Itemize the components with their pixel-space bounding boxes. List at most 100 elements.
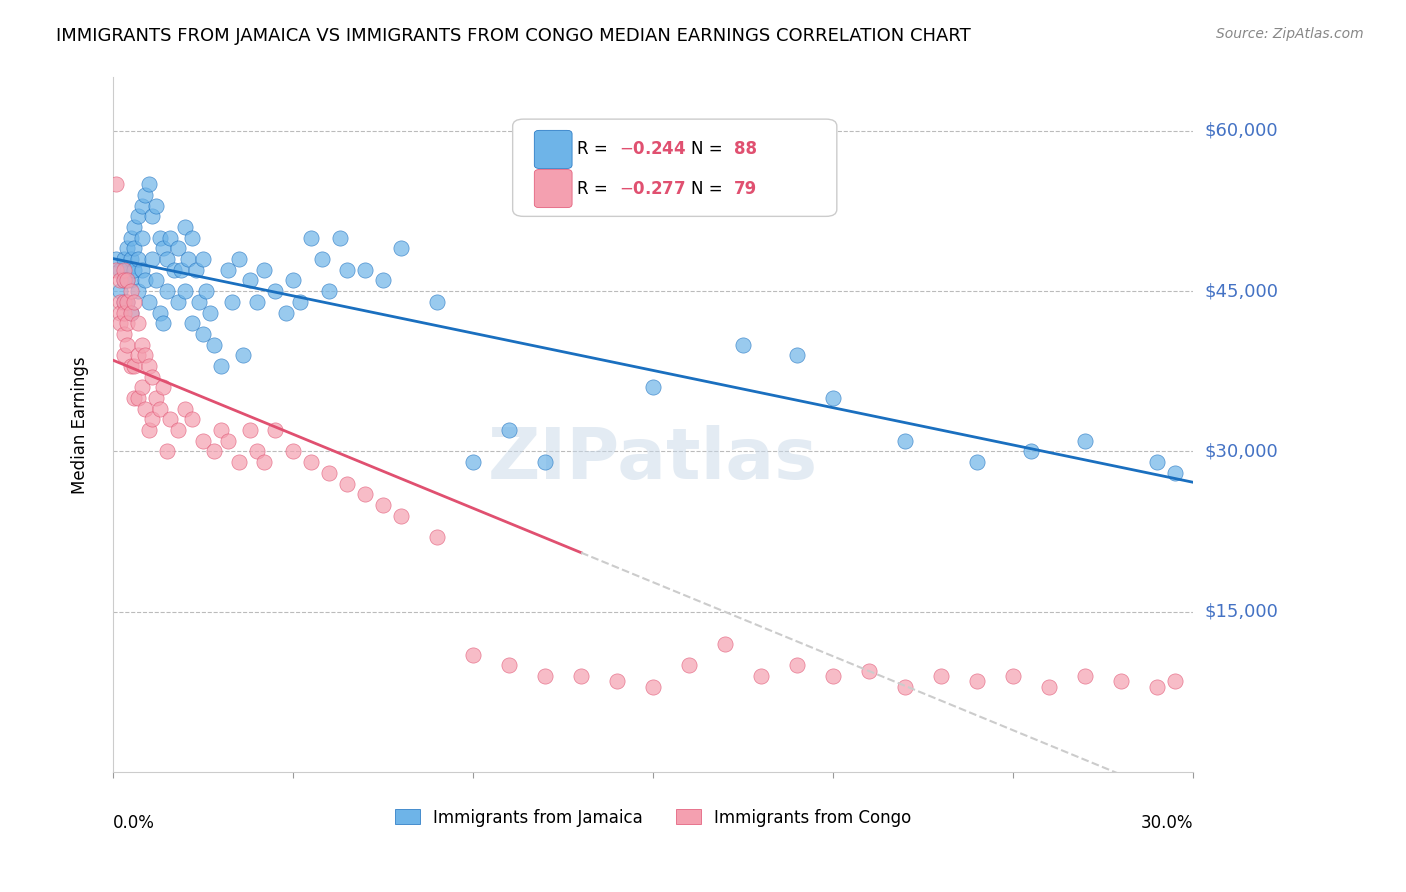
Point — [120, 305, 142, 319]
Point — [239, 273, 262, 287]
Point — [498, 658, 520, 673]
Point — [117, 316, 139, 330]
Point — [191, 252, 214, 266]
Point — [643, 680, 665, 694]
Point — [124, 220, 146, 235]
Point — [217, 434, 239, 448]
Point — [246, 294, 269, 309]
Point — [163, 262, 186, 277]
Point — [141, 369, 163, 384]
Point — [141, 412, 163, 426]
Point — [117, 294, 139, 309]
Point — [198, 305, 221, 319]
Point — [1111, 674, 1133, 689]
Text: $-$0.277: $-$0.277 — [619, 179, 685, 197]
Point — [318, 466, 340, 480]
Point — [894, 434, 917, 448]
Point — [195, 284, 218, 298]
Point — [120, 284, 142, 298]
Point — [112, 262, 135, 277]
Point — [217, 262, 239, 277]
Point — [108, 316, 131, 330]
Point — [498, 423, 520, 437]
Text: IMMIGRANTS FROM JAMAICA VS IMMIGRANTS FROM CONGO MEDIAN EARNINGS CORRELATION CHA: IMMIGRANTS FROM JAMAICA VS IMMIGRANTS FR… — [56, 27, 972, 45]
Point — [145, 391, 167, 405]
FancyBboxPatch shape — [513, 120, 837, 217]
Point — [209, 359, 232, 373]
Point — [124, 262, 146, 277]
Point — [127, 316, 149, 330]
Legend: Immigrants from Jamaica, Immigrants from Congo: Immigrants from Jamaica, Immigrants from… — [388, 802, 918, 833]
Point — [159, 231, 181, 245]
Point — [929, 669, 952, 683]
Point — [108, 262, 131, 277]
Point — [461, 648, 484, 662]
Point — [112, 273, 135, 287]
Point — [156, 284, 179, 298]
Point — [786, 658, 808, 673]
Point — [149, 231, 172, 245]
Point — [643, 380, 665, 394]
Point — [281, 273, 304, 287]
Text: 0.0%: 0.0% — [112, 814, 155, 831]
Point — [117, 273, 139, 287]
Point — [120, 273, 142, 287]
Point — [288, 294, 311, 309]
Point — [131, 380, 153, 394]
Point — [173, 401, 195, 416]
Point — [166, 423, 188, 437]
Point — [108, 294, 131, 309]
Point — [389, 508, 412, 523]
Point — [131, 262, 153, 277]
Point — [152, 241, 174, 255]
Point — [1002, 669, 1025, 683]
Point — [354, 487, 377, 501]
Point — [134, 348, 156, 362]
Point — [426, 294, 449, 309]
Point — [127, 391, 149, 405]
Point — [823, 391, 845, 405]
Point — [606, 674, 628, 689]
Point — [336, 262, 359, 277]
Point — [105, 252, 128, 266]
Point — [152, 316, 174, 330]
Point — [246, 444, 269, 458]
Point — [117, 337, 139, 351]
Point — [749, 669, 772, 683]
Point — [966, 455, 988, 469]
Point — [188, 294, 211, 309]
Point — [534, 455, 557, 469]
Point — [127, 348, 149, 362]
Point — [105, 262, 128, 277]
Point — [823, 669, 845, 683]
Point — [177, 252, 200, 266]
Text: 88: 88 — [734, 140, 758, 159]
Point — [112, 305, 135, 319]
Point — [191, 434, 214, 448]
Point — [209, 423, 232, 437]
Point — [221, 294, 243, 309]
Point — [124, 241, 146, 255]
Point — [389, 241, 412, 255]
Point — [131, 337, 153, 351]
Point — [253, 262, 276, 277]
Point — [181, 231, 204, 245]
Point — [117, 273, 139, 287]
Point — [678, 658, 700, 673]
Point — [264, 423, 287, 437]
Point — [117, 241, 139, 255]
Point — [134, 273, 156, 287]
Point — [138, 294, 160, 309]
Point — [120, 359, 142, 373]
Text: R =: R = — [578, 179, 613, 197]
Point — [329, 231, 352, 245]
Text: $45,000: $45,000 — [1205, 282, 1278, 301]
Point — [131, 231, 153, 245]
Point — [117, 262, 139, 277]
Point — [149, 401, 172, 416]
Point — [318, 284, 340, 298]
Point — [145, 273, 167, 287]
Point — [311, 252, 333, 266]
Point — [228, 252, 250, 266]
Point — [274, 305, 297, 319]
